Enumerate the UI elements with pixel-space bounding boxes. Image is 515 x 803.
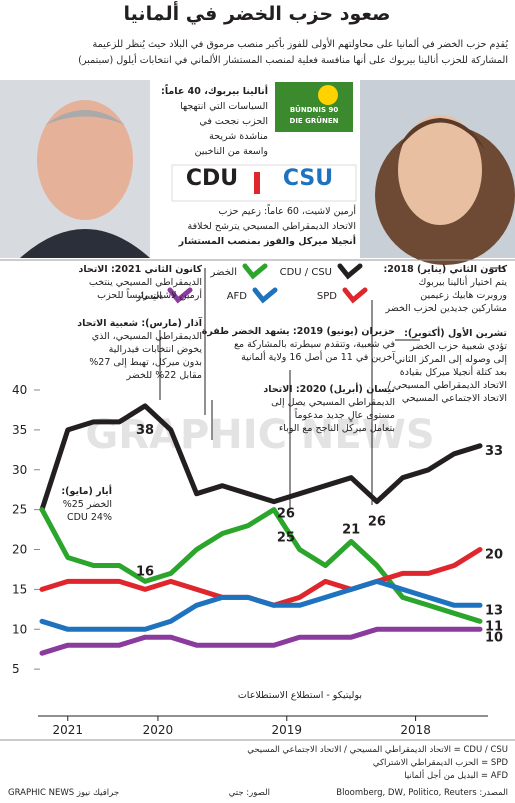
series-line: [39, 578, 483, 632]
chart: GRAPHIC NEWS5101520253035402018201920202…: [12, 263, 508, 737]
series-line: [39, 507, 483, 624]
legend-label: CDU / CSU: [280, 267, 332, 278]
footnote: SPD = الحزب الديمقراطي الاشتراكي: [373, 758, 509, 768]
caption-line: أنجيلا ميركل والفوز بمنصب المستشار: [178, 234, 356, 247]
annotation-text: إلى وصوله إلى المركز الثاني: [395, 354, 508, 365]
legend-label: الخضر: [210, 267, 237, 278]
title: صعود حزب الخضر في ألمانيا: [124, 1, 391, 25]
annotation-text: أرمين لاشيت رئيساً للحزب: [97, 288, 202, 301]
source: المصدر: Bloomberg, DW, Politico, Reuters: [336, 788, 508, 798]
caption-line: واسعة من الناخبين: [195, 146, 268, 157]
x-tick-label: 2020: [143, 723, 174, 737]
point-label: 26: [368, 515, 386, 530]
legend-swatch: [252, 287, 278, 304]
y-tick-label: 30: [12, 463, 27, 477]
caption-line: أرمين لاشيت، 60 عاماً: زعيم حزب: [219, 204, 357, 217]
subtitle: المشاركة للحزب أنالينا بيربوك على أنها م…: [78, 53, 508, 66]
photo-credit: الصور: جتي: [229, 788, 270, 798]
point-label: 33: [485, 444, 503, 459]
caption-line: السياسات التي انتهجها: [180, 101, 268, 112]
annotation-text: آذار (مارس): شعبية الاتحاد: [77, 316, 202, 329]
legend-label: اليسار: [135, 291, 162, 302]
legend-swatch: [337, 263, 363, 280]
annotation-text: وروبرت هابيك زعيمين: [420, 290, 507, 301]
annotation-text: كانون الثاني 2021: الاتحاد: [78, 264, 202, 275]
annotation-text: CDU 24%: [67, 512, 112, 523]
annotation-text: يخوض انتخابات فيدرالية: [109, 344, 203, 355]
annotation-text: الخضر 25%: [63, 499, 112, 510]
subtitle: يُقدِم حزب الخضر في ألمانيا على محاولتهم…: [92, 37, 508, 50]
annotation-text: مشاركين جديدين لحزب الخضر: [385, 303, 507, 314]
caption-line: الحزب نجحت في: [199, 116, 268, 127]
logo-text: BÜNDNIS 90: [290, 105, 339, 114]
annotation-text: بتعامل ميركل الناجح مع الوباء: [279, 423, 395, 434]
photo-laschet: [0, 80, 150, 258]
y-tick-label: 10: [12, 622, 27, 636]
caption-line: مناشدة شريحة: [209, 131, 268, 142]
legend-swatch: [342, 287, 368, 304]
x-tick-label: 2021: [52, 723, 83, 737]
annotation-text: الاتحاد الديمقراطي المسيحي /: [388, 380, 507, 391]
annotation-text: نيسان (أبريل) 2020: الاتحاد: [263, 382, 395, 395]
footnote: CDU / CSU = الاتحاد الديمقراطي المسيحي /…: [247, 745, 508, 755]
point-label: 13: [485, 603, 503, 618]
y-tick-label: 20: [12, 543, 27, 557]
caption-line: الاتحاد الديمقراطي المسيحي يترشح لخلافة: [188, 221, 356, 232]
legend-swatch: [167, 287, 193, 304]
annotation-text: الديمقراطي المسيحي يصل إلى: [271, 397, 395, 408]
annotation-text: كانون الثاني (يناير) 2018:: [383, 264, 507, 275]
series-line: [39, 403, 483, 513]
y-tick-label: 5: [12, 662, 20, 676]
annotation-text: تؤدي شعبية حزب الخضر: [409, 341, 507, 352]
annotation-text: آخرين في 11 من أصل 16 ولاية ألمانية: [241, 350, 395, 363]
point-label: 21: [342, 523, 360, 538]
legend-swatch: [242, 263, 268, 280]
y-tick-label: 35: [12, 423, 27, 437]
series-line: [39, 626, 483, 656]
caption-heading: أنالينا بيربوك، 40 عاماً:: [161, 84, 268, 97]
y-tick-label: 15: [12, 582, 27, 596]
annotation-text: الديمقراطي المسيحي، الذي: [92, 331, 202, 342]
annotation-text: بعد كتلة أنجيلا ميركل بقيادة: [400, 365, 507, 378]
point-label: 16: [136, 564, 154, 579]
legend-label: AFD: [227, 291, 248, 302]
y-tick-label: 25: [12, 503, 27, 517]
logo-greens: BÜNDNIS 90 DIE GRÜNEN: [275, 82, 353, 132]
source-note: بوليتيكو - استطلاع الاستطلاعات: [238, 690, 362, 701]
annotation-text: في شعبية، وتتقدم سيطرته بالمشاركة مع: [234, 339, 395, 350]
annotation-text: مستوى عالٍ جديد مدعوماً: [295, 408, 395, 423]
x-tick-label: 2018: [400, 723, 431, 737]
logo-text: DIE GRÜNEN: [290, 116, 339, 125]
point-label: 10: [485, 630, 503, 645]
annotation-text: أيار (مايو):: [61, 484, 112, 497]
watermark: GRAPHIC NEWS: [85, 412, 434, 458]
photo-baerbock: [360, 80, 515, 265]
point-label: 25: [277, 531, 295, 546]
legend-label: SPD: [317, 291, 337, 302]
annotation-text: يتم اختيار أنالينا بيربوك: [419, 275, 508, 288]
x-tick-label: 2019: [271, 723, 302, 737]
annotation-text: حزيران (يونيو) 2019: يشهد الخضر طفرة: [202, 326, 395, 337]
point-label: 38: [136, 423, 154, 438]
annotation-text: الاتحاد الاجتماعي المسيحي: [402, 393, 507, 404]
annotation-text: تشرين الأول (أكتوبر):: [404, 326, 507, 339]
logo-cdu-csu: CDU CSU: [171, 164, 357, 202]
logo-text: CSU: [283, 166, 333, 191]
point-label: 11: [485, 619, 503, 634]
footnote: AFD = البديل من أجل ألمانيا: [404, 769, 508, 781]
annotation-text: الديمقراطي المسيحي ينتخب: [89, 277, 202, 288]
logo-text: CDU: [186, 166, 238, 191]
annotation-text: مقابل 22% للخضر: [126, 370, 202, 381]
credit: GRAPHIC NEWS جرافيك نيوز: [8, 788, 119, 798]
point-label: 26: [277, 507, 295, 522]
point-label: 20: [485, 548, 503, 563]
y-tick-label: 40: [12, 383, 27, 397]
annotation-text: بدون ميركل، تهبط إلى 27%: [89, 357, 202, 368]
